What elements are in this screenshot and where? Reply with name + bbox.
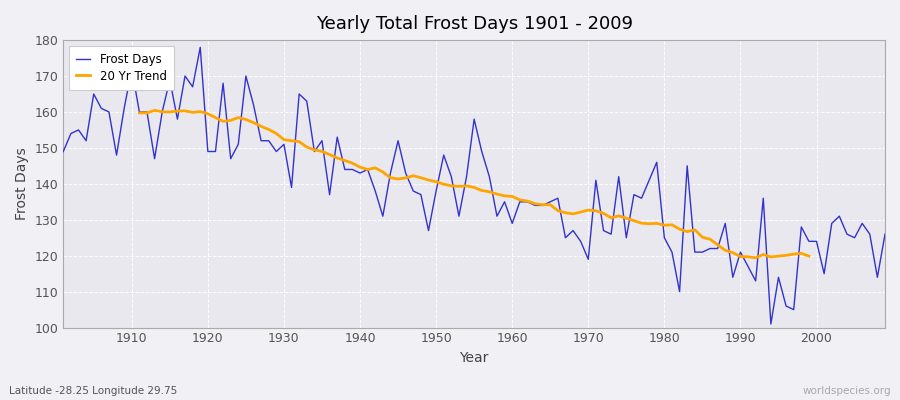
20 Yr Trend <box>134 110 145 115</box>
Text: worldspecies.org: worldspecies.org <box>803 386 891 396</box>
Legend: Frost Days, 20 Yr Trend: Frost Days, 20 Yr Trend <box>69 46 174 90</box>
20 Yr Trend <box>149 108 160 113</box>
Frost Days <box>339 167 350 172</box>
Frost Days <box>606 232 616 236</box>
Title: Yearly Total Frost Days 1901 - 2009: Yearly Total Frost Days 1901 - 2009 <box>316 15 633 33</box>
20 Yr Trend <box>400 176 411 180</box>
20 Yr Trend <box>225 118 236 123</box>
Line: 20 Yr Trend: 20 Yr Trend <box>140 110 809 258</box>
Frost Days <box>293 92 304 96</box>
Frost Days <box>194 45 205 50</box>
20 Yr Trend <box>278 137 289 142</box>
Y-axis label: Frost Days: Frost Days <box>15 148 29 220</box>
Frost Days <box>507 221 517 226</box>
20 Yr Trend <box>751 256 761 260</box>
Text: Latitude -28.25 Longitude 29.75: Latitude -28.25 Longitude 29.75 <box>9 386 177 396</box>
Line: Frost Days: Frost Days <box>63 47 885 324</box>
20 Yr Trend <box>210 115 220 120</box>
20 Yr Trend <box>484 189 495 194</box>
X-axis label: Year: Year <box>460 351 489 365</box>
Frost Days <box>58 149 68 154</box>
20 Yr Trend <box>735 254 746 259</box>
Frost Days <box>515 200 526 204</box>
Frost Days <box>119 106 130 111</box>
20 Yr Trend <box>804 254 814 258</box>
Frost Days <box>879 232 890 236</box>
Frost Days <box>766 322 777 326</box>
